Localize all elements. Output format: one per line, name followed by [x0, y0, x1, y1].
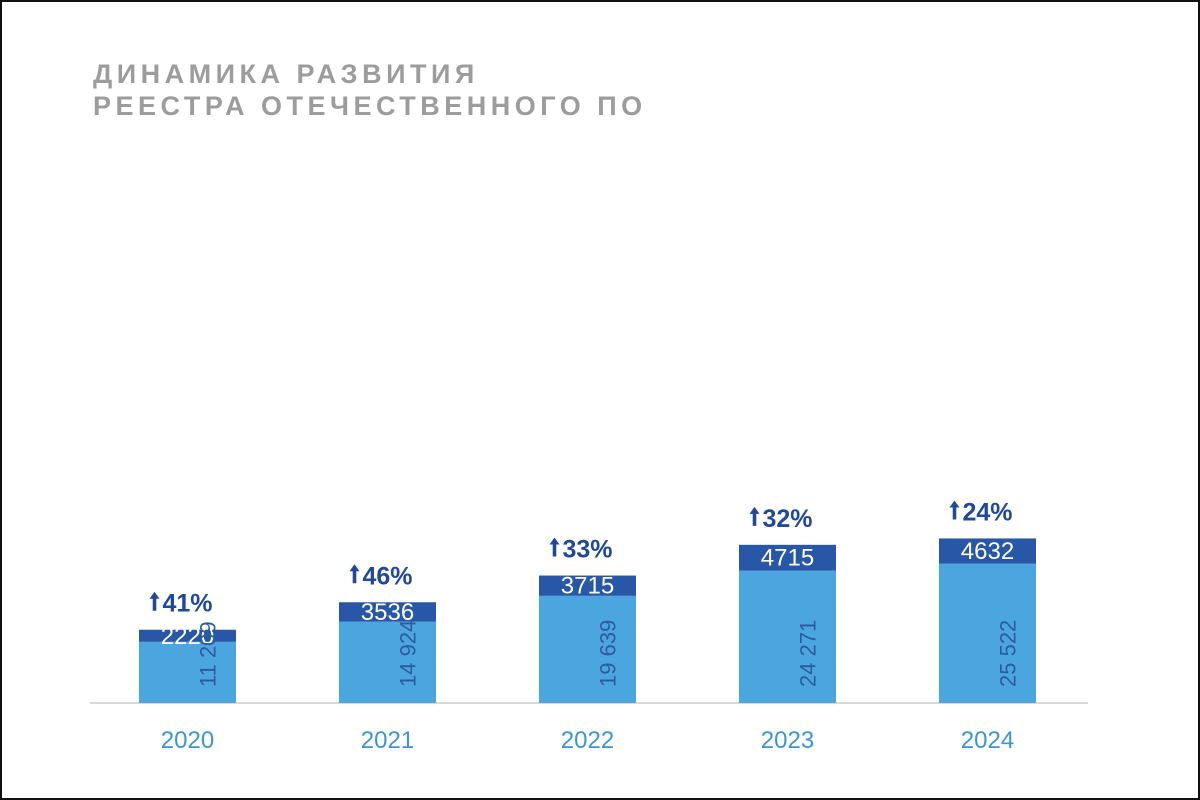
chart-title-line-1: ДИНАМИКА РАЗВИТИЯ [93, 59, 479, 89]
up-arrow-icon [749, 506, 760, 526]
increment-label-2022: 3715 [561, 573, 614, 600]
base-label-2022: 19 639 [596, 620, 621, 687]
base-label-2023: 24 271 [796, 620, 821, 687]
x-tick-label-2020: 2020 [161, 727, 214, 754]
increment-label-2020: 2220 [161, 623, 214, 650]
bar-base-2023 [739, 570, 836, 703]
bar-increment-2020 [139, 629, 236, 642]
x-tick-label-2023: 2023 [761, 727, 814, 754]
chart-title: ДИНАМИКА РАЗВИТИЯ РЕЕСТРА ОТЕЧЕСТВЕННОГО… [93, 58, 647, 122]
bar-base-2021 [339, 621, 436, 703]
growth-label-2021: 46% [363, 562, 413, 590]
bar-base-2024 [939, 563, 1036, 703]
base-label-2024: 25 522 [996, 620, 1021, 687]
base-label-2021: 14 924 [396, 620, 421, 687]
growth-label-2020: 41% [163, 590, 213, 618]
up-arrow-icon [149, 591, 160, 611]
up-arrow-icon [349, 564, 360, 584]
bar-group-2022: 3715 19 639 33% [539, 536, 636, 703]
bar-group-2023: 4715 24 271 32% [739, 505, 836, 703]
x-tick-label-2024: 2024 [961, 727, 1014, 754]
bar-base-2020 [139, 641, 236, 703]
bar-increment-2024 [939, 538, 1036, 564]
base-label-2020: 11 209 [196, 621, 221, 687]
increment-label-2024: 4632 [961, 538, 1014, 565]
bar-group-2024: 4632 25 522 24% [939, 498, 1036, 703]
bar-increment-2021 [339, 602, 436, 622]
up-arrow-icon [549, 537, 560, 557]
increment-label-2021: 3536 [361, 599, 414, 626]
bar-base-2022 [539, 595, 636, 703]
up-arrow-icon [949, 500, 960, 520]
x-tick-label-2021: 2021 [361, 727, 414, 754]
x-tick-label-2022: 2022 [561, 727, 614, 754]
chart-title-line-2: РЕЕСТРА ОТЕЧЕСТВЕННОГО ПО [93, 91, 647, 121]
bar-increment-2023 [739, 544, 836, 571]
bar-increment-2022 [539, 575, 636, 596]
increment-label-2023: 4715 [761, 545, 814, 572]
growth-label-2022: 33% [563, 536, 613, 564]
growth-label-2023: 32% [763, 505, 813, 533]
growth-label-2024: 24% [963, 498, 1013, 526]
